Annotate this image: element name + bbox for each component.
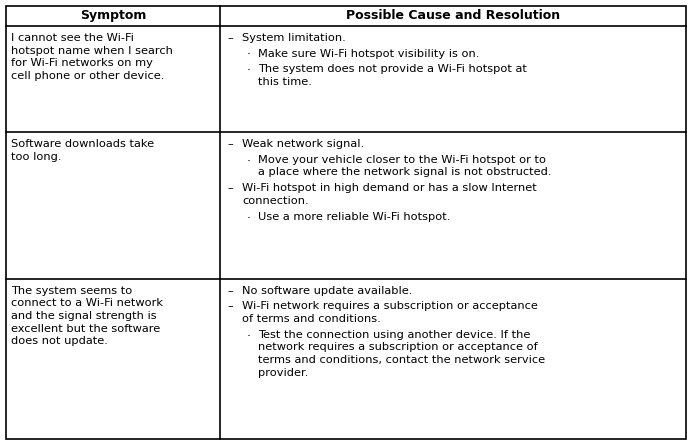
Text: connect to a Wi-Fi network: connect to a Wi-Fi network [11, 298, 163, 308]
Text: System limitation.: System limitation. [242, 33, 346, 43]
Text: too long.: too long. [11, 152, 62, 162]
Text: excellent but the software: excellent but the software [11, 324, 161, 334]
Text: ·: · [246, 64, 251, 77]
Text: Wi-Fi network requires a subscription or acceptance: Wi-Fi network requires a subscription or… [242, 301, 538, 312]
Text: No software update available.: No software update available. [242, 286, 412, 295]
Text: ·: · [246, 330, 251, 343]
Text: The system does not provide a Wi-Fi hotspot at: The system does not provide a Wi-Fi hots… [258, 64, 527, 74]
Text: –: – [227, 33, 233, 43]
Text: Make sure Wi-Fi hotspot visibility is on.: Make sure Wi-Fi hotspot visibility is on… [258, 49, 480, 58]
Text: Possible Cause and Resolution: Possible Cause and Resolution [346, 9, 560, 22]
Text: I cannot see the Wi-Fi: I cannot see the Wi-Fi [11, 33, 134, 43]
Text: –: – [227, 139, 233, 149]
Text: for Wi-Fi networks on my: for Wi-Fi networks on my [11, 58, 153, 68]
Text: this time.: this time. [258, 77, 312, 87]
Text: ·: · [246, 155, 251, 168]
Text: ·: · [246, 49, 251, 61]
Text: and the signal strength is: and the signal strength is [11, 311, 156, 321]
Text: of terms and conditions.: of terms and conditions. [242, 314, 381, 324]
Text: provider.: provider. [258, 368, 309, 378]
Text: hotspot name when I search: hotspot name when I search [11, 45, 173, 56]
Text: a place where the network signal is not obstructed.: a place where the network signal is not … [258, 167, 552, 178]
Text: The system seems to: The system seems to [11, 286, 132, 295]
Text: Test the connection using another device. If the: Test the connection using another device… [258, 330, 531, 340]
Text: connection.: connection. [242, 196, 309, 206]
Text: terms and conditions, contact the network service: terms and conditions, contact the networ… [258, 355, 545, 365]
Text: Wi-Fi hotspot in high demand or has a slow Internet: Wi-Fi hotspot in high demand or has a sl… [242, 183, 537, 193]
Text: network requires a subscription or acceptance of: network requires a subscription or accep… [258, 343, 538, 352]
Text: –: – [227, 183, 233, 193]
Text: ·: · [246, 211, 251, 225]
Text: Use a more reliable Wi-Fi hotspot.: Use a more reliable Wi-Fi hotspot. [258, 211, 450, 222]
Text: –: – [227, 301, 233, 312]
Text: cell phone or other device.: cell phone or other device. [11, 71, 165, 81]
Text: Weak network signal.: Weak network signal. [242, 139, 364, 149]
Text: Software downloads take: Software downloads take [11, 139, 154, 149]
Text: Move your vehicle closer to the Wi-Fi hotspot or to: Move your vehicle closer to the Wi-Fi ho… [258, 155, 546, 165]
Text: does not update.: does not update. [11, 336, 108, 347]
Text: –: – [227, 286, 233, 295]
Text: Symptom: Symptom [80, 9, 146, 22]
